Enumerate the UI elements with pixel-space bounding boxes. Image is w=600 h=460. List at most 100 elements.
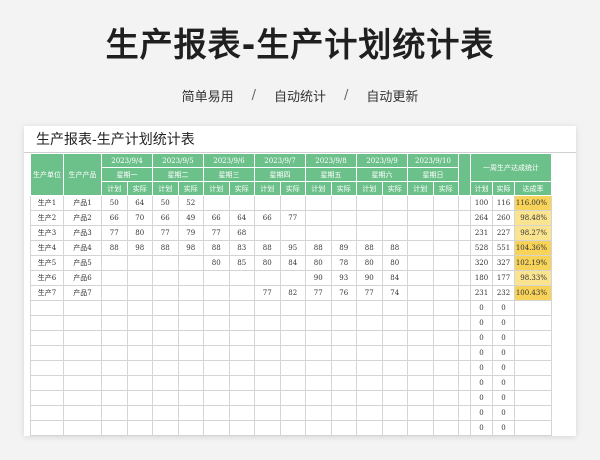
cell-plan-total: 0 bbox=[470, 330, 493, 346]
cell-plan bbox=[203, 405, 230, 421]
cell-plan bbox=[101, 270, 128, 286]
cell-plan bbox=[254, 225, 281, 241]
cell-actual bbox=[228, 420, 255, 436]
cell-actual bbox=[432, 330, 459, 346]
cell-plan: 77 bbox=[305, 285, 332, 301]
cell-plan bbox=[152, 345, 179, 361]
cell-actual: 93 bbox=[330, 270, 357, 286]
cell-actual bbox=[381, 375, 408, 391]
cell-rate bbox=[514, 345, 552, 361]
cell-plan-total: 100 bbox=[470, 195, 493, 211]
cell-plan bbox=[356, 225, 383, 241]
cell-plan bbox=[356, 300, 383, 316]
cell-actual bbox=[228, 345, 255, 361]
cell-plan: 80 bbox=[254, 255, 281, 271]
cell-actual bbox=[381, 330, 408, 346]
cell-actual bbox=[330, 375, 357, 391]
cell-unit: 生产3 bbox=[30, 225, 64, 241]
cell-plan bbox=[152, 360, 179, 376]
cell-plan bbox=[101, 405, 128, 421]
header-date: 2023/9/9 bbox=[356, 153, 408, 168]
cell-plan: 77 bbox=[152, 225, 179, 241]
cell-plan: 88 bbox=[356, 240, 383, 256]
cell-product bbox=[63, 390, 102, 406]
cell-plan: 80 bbox=[356, 255, 383, 271]
cell-plan bbox=[254, 420, 281, 436]
cell-plan bbox=[407, 360, 434, 376]
cell-gap bbox=[458, 420, 471, 436]
cell-plan bbox=[203, 330, 230, 346]
cell-gap bbox=[458, 285, 471, 301]
cell-plan: 88 bbox=[254, 240, 281, 256]
cell-actual-total: 0 bbox=[492, 390, 515, 406]
cell-plan bbox=[305, 360, 332, 376]
cell-actual bbox=[279, 375, 306, 391]
cell-gap bbox=[458, 240, 471, 256]
cell-unit bbox=[30, 315, 64, 331]
cell-actual bbox=[177, 315, 204, 331]
table-row: 生产1 产品1 50 64 50 52 100 116 116.00% bbox=[30, 195, 552, 211]
header-date: 2023/9/7 bbox=[254, 153, 306, 168]
cell-gap bbox=[458, 330, 471, 346]
cell-plan: 77 bbox=[254, 285, 281, 301]
cell-plan bbox=[407, 420, 434, 436]
cell-actual: 83 bbox=[228, 240, 255, 256]
cell-product: 产品5 bbox=[63, 255, 102, 271]
cell-actual bbox=[432, 360, 459, 376]
cell-product bbox=[63, 420, 102, 436]
cell-plan bbox=[101, 420, 128, 436]
cell-rate bbox=[514, 330, 552, 346]
cell-actual bbox=[126, 285, 153, 301]
cell-actual bbox=[381, 390, 408, 406]
cell-product: 产品7 bbox=[63, 285, 102, 301]
cell-actual: 78 bbox=[330, 255, 357, 271]
cell-unit bbox=[30, 405, 64, 421]
cell-unit bbox=[30, 420, 64, 436]
cell-plan bbox=[101, 330, 128, 346]
cell-plan bbox=[407, 285, 434, 301]
cell-product bbox=[63, 360, 102, 376]
cell-actual bbox=[228, 405, 255, 421]
cell-actual bbox=[177, 360, 204, 376]
cell-actual bbox=[432, 345, 459, 361]
cell-actual: 79 bbox=[177, 225, 204, 241]
cell-actual bbox=[330, 390, 357, 406]
header-plan: 计划 bbox=[407, 181, 434, 196]
cell-rate: 98.48% bbox=[514, 210, 552, 226]
table-row: 生产3 产品3 77 80 77 79 77 68 231 227 98.27% bbox=[30, 225, 552, 241]
cell-product: 产品3 bbox=[63, 225, 102, 241]
cell-plan-total: 0 bbox=[470, 375, 493, 391]
cell-rate: 102.19% bbox=[514, 255, 552, 271]
header-weekday: 星期四 bbox=[254, 167, 306, 182]
cell-gap bbox=[458, 345, 471, 361]
spreadsheet-preview: 生产报表-生产计划统计表 生产单位 生产产品 2023/9/4 2023/9/5 202… bbox=[24, 126, 576, 436]
header-weekday: 星期日 bbox=[407, 167, 459, 182]
cell-plan bbox=[305, 390, 332, 406]
cell-plan bbox=[254, 375, 281, 391]
cell-actual: 49 bbox=[177, 210, 204, 226]
cell-actual bbox=[381, 315, 408, 331]
cell-plan bbox=[305, 375, 332, 391]
cell-actual bbox=[381, 300, 408, 316]
header-date: 2023/9/10 bbox=[407, 153, 459, 168]
cell-plan bbox=[407, 345, 434, 361]
cell-unit bbox=[30, 390, 64, 406]
cell-plan bbox=[305, 330, 332, 346]
cell-actual-total: 0 bbox=[492, 360, 515, 376]
cell-actual-total: 260 bbox=[492, 210, 515, 226]
cell-unit bbox=[30, 330, 64, 346]
cell-plan bbox=[101, 390, 128, 406]
cell-actual: 76 bbox=[330, 285, 357, 301]
cell-actual bbox=[279, 390, 306, 406]
cell-actual bbox=[126, 405, 153, 421]
header-actual: 实际 bbox=[228, 181, 255, 196]
cell-plan-total: 528 bbox=[470, 240, 493, 256]
cell-plan bbox=[407, 405, 434, 421]
cell-actual bbox=[228, 375, 255, 391]
cell-plan-total: 0 bbox=[470, 420, 493, 436]
tag-auto-update: 自动更新 bbox=[366, 90, 419, 105]
cell-rate: 98.33% bbox=[514, 270, 552, 286]
cell-actual bbox=[126, 255, 153, 271]
